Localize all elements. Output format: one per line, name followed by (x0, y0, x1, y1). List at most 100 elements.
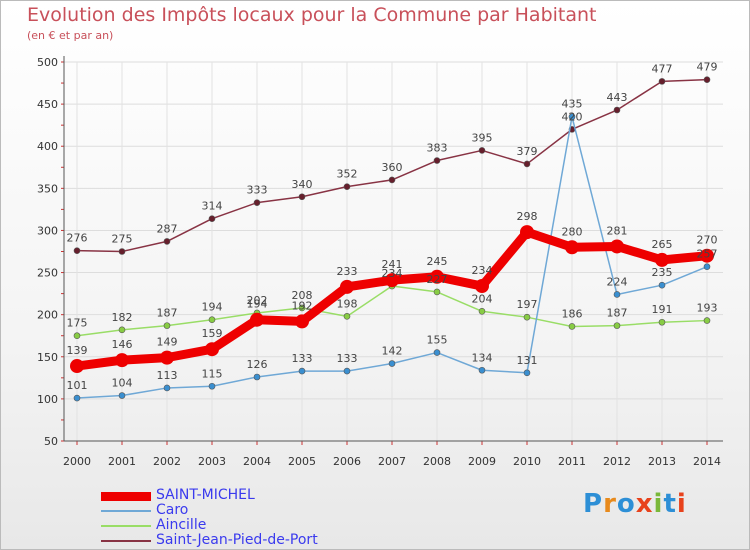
legend-swatch (101, 525, 151, 527)
data-point-saint-michel (340, 279, 354, 294)
x-tick-label: 2005 (288, 455, 316, 468)
x-tick-label: 2003 (198, 455, 226, 468)
data-label-caro: 257 (697, 248, 718, 261)
data-label-saint-michel: 265 (652, 238, 673, 251)
data-point-saint-michel (520, 225, 534, 240)
data-label-saint-jean-pied-de-port: 420 (562, 110, 583, 123)
data-point-saint-michel (700, 248, 714, 263)
logo-letter: t (663, 489, 677, 519)
logo-letter: o (616, 489, 636, 519)
data-point-aincille (298, 304, 306, 312)
logo-letter: i (676, 489, 687, 519)
data-point-saint-jean-pied-de-port (118, 248, 126, 255)
data-point-caro (208, 382, 216, 390)
y-tick-label: 150 (37, 351, 58, 364)
series-layer (70, 76, 714, 402)
data-point-saint-michel (565, 240, 579, 255)
data-point-caro (613, 291, 621, 298)
data-label-aincille: 186 (562, 307, 583, 320)
data-point-caro (568, 113, 576, 121)
legend-label: Aincille (156, 517, 207, 533)
x-tick-label: 2008 (423, 455, 451, 468)
logo-letter: r (603, 489, 617, 519)
data-point-saint-michel (160, 350, 174, 365)
data-point-caro (388, 360, 396, 367)
data-point-aincille (118, 326, 126, 334)
data-point-caro (253, 373, 261, 381)
data-point-saint-jean-pied-de-port (253, 199, 261, 206)
data-point-saint-michel (250, 312, 264, 327)
data-point-aincille (343, 313, 351, 320)
data-point-caro (298, 367, 306, 375)
data-label-saint-jean-pied-de-port: 352 (337, 168, 358, 181)
data-label-aincille: 197 (517, 298, 538, 311)
data-label-aincille: 187 (157, 307, 178, 320)
x-tick-label: 2006 (333, 455, 361, 468)
logo-letter: x (635, 489, 654, 519)
x-tick-label: 2002 (153, 455, 181, 468)
data-label-caro: 115 (202, 367, 223, 380)
data-label-saint-michel: 245 (427, 255, 448, 268)
x-tick-label: 2000 (63, 455, 91, 468)
data-label-saint-michel: 192 (292, 299, 313, 312)
data-label-caro: 134 (472, 351, 493, 364)
data-label-saint-michel: 149 (157, 336, 178, 349)
data-point-saint-michel (430, 269, 444, 284)
data-label-saint-jean-pied-de-port: 443 (607, 91, 628, 104)
legend-swatch (101, 510, 151, 512)
data-point-saint-michel (385, 273, 399, 288)
x-tick-label: 2007 (378, 455, 406, 468)
data-point-saint-michel (655, 252, 669, 267)
data-label-caro: 101 (67, 379, 88, 392)
data-point-caro (478, 366, 486, 374)
data-label-saint-michel: 280 (562, 225, 583, 238)
data-label-saint-jean-pied-de-port: 360 (382, 161, 403, 174)
data-label-aincille: 227 (427, 273, 448, 286)
data-label-layer: 139 146 149 159 194 192 233 241 245 234 298 280 281 2… (67, 61, 718, 392)
data-label-saint-michel: 241 (382, 258, 403, 271)
data-point-saint-jean-pied-de-port (478, 147, 486, 154)
legend-label: Saint-Jean-Pied-de-Port (156, 532, 318, 548)
data-point-saint-jean-pied-de-port (298, 193, 306, 201)
data-point-caro (73, 394, 81, 402)
data-label-saint-jean-pied-de-port: 395 (472, 131, 493, 144)
data-point-caro (118, 392, 126, 399)
data-point-aincille (613, 322, 621, 329)
data-point-saint-jean-pied-de-port (388, 176, 396, 184)
y-tick-label: 500 (37, 56, 58, 69)
data-point-saint-michel (205, 342, 219, 357)
data-label-saint-jean-pied-de-port: 314 (202, 200, 223, 213)
x-tick-label: 2001 (108, 455, 136, 468)
data-label-caro: 104 (112, 377, 133, 390)
data-point-saint-michel (295, 314, 309, 329)
data-point-saint-jean-pied-de-port (613, 106, 621, 114)
data-label-caro: 133 (337, 352, 358, 365)
y-tick-label: 400 (37, 140, 58, 153)
data-label-saint-jean-pied-de-port: 477 (652, 62, 673, 75)
x-tick-label: 2004 (243, 455, 271, 468)
data-point-saint-jean-pied-de-port (523, 160, 531, 168)
data-label-saint-michel: 233 (337, 265, 358, 278)
data-label-caro: 133 (292, 352, 313, 365)
data-point-saint-michel (115, 353, 129, 368)
data-label-saint-jean-pied-de-port: 333 (247, 184, 268, 197)
chart-subtitle: (en € et par an) (27, 29, 114, 42)
data-label-caro: 235 (652, 266, 673, 279)
data-point-saint-michel (475, 279, 489, 294)
data-point-saint-michel (610, 239, 624, 254)
data-point-saint-jean-pied-de-port (163, 238, 171, 245)
data-point-aincille (568, 323, 576, 330)
data-label-saint-jean-pied-de-port: 479 (697, 61, 718, 74)
data-label-saint-michel: 298 (517, 210, 538, 223)
data-label-saint-michel: 281 (607, 224, 628, 237)
data-label-aincille: 175 (67, 317, 88, 330)
logo-letter: i (653, 489, 664, 519)
data-point-caro (703, 263, 711, 270)
x-tick-label: 2009 (468, 455, 496, 468)
data-label-saint-jean-pied-de-port: 383 (427, 142, 448, 155)
legend-swatch (101, 540, 151, 542)
y-tick-label: 100 (37, 393, 58, 406)
data-label-aincille: 194 (202, 301, 223, 314)
